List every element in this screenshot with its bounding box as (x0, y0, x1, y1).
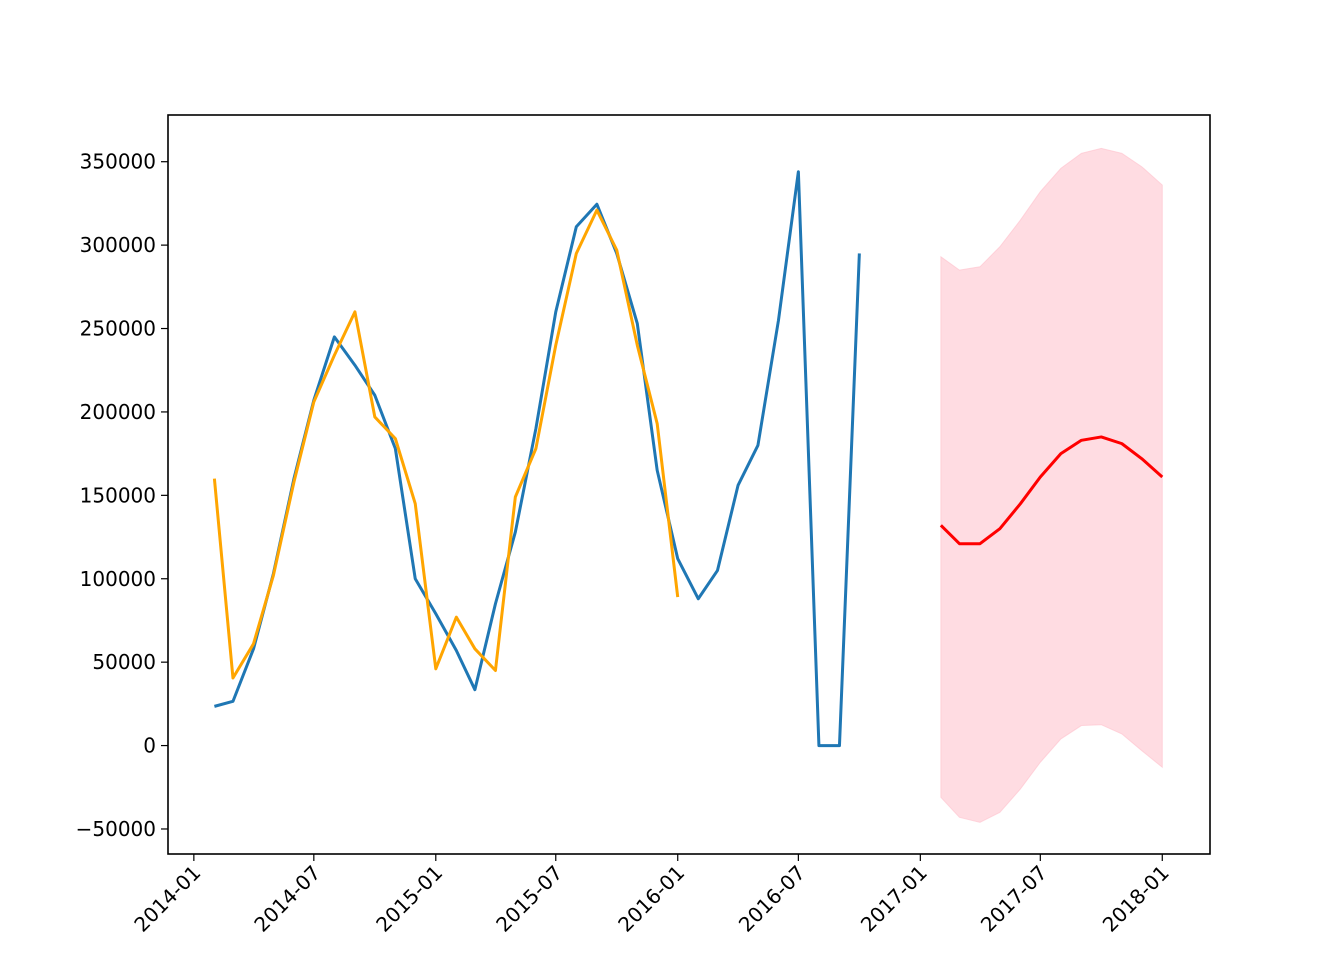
x-tick-label: 2015-07 (491, 861, 567, 937)
y-tick-label: 50000 (92, 650, 156, 674)
x-tick-label: 2016-07 (734, 861, 810, 937)
confidence-band (940, 147, 1163, 823)
x-tick-label: 2017-07 (976, 861, 1052, 937)
y-tick-label: 300000 (80, 233, 156, 257)
series-line (939, 435, 1164, 546)
y-tick-label: 350000 (80, 150, 156, 174)
y-tick-label: 250000 (80, 317, 156, 341)
x-tick-label: 2014-07 (249, 861, 325, 937)
x-tick-label: 2016-01 (613, 861, 689, 937)
y-tick-label: 0 (143, 734, 156, 758)
y-tick-label: 150000 (80, 483, 156, 507)
y-tick-label: 100000 (80, 567, 156, 591)
y-tick-label: 200000 (80, 400, 156, 424)
y-tick-label: −50000 (76, 817, 156, 841)
x-tick-label: 2018-01 (1098, 861, 1174, 937)
series-line (214, 170, 861, 748)
plot-frame (167, 114, 1211, 855)
x-tick-label: 2014-01 (129, 861, 205, 937)
x-tick-label: 2015-01 (371, 861, 447, 937)
series-line (212, 208, 680, 680)
x-tick-label: 2017-01 (856, 861, 932, 937)
